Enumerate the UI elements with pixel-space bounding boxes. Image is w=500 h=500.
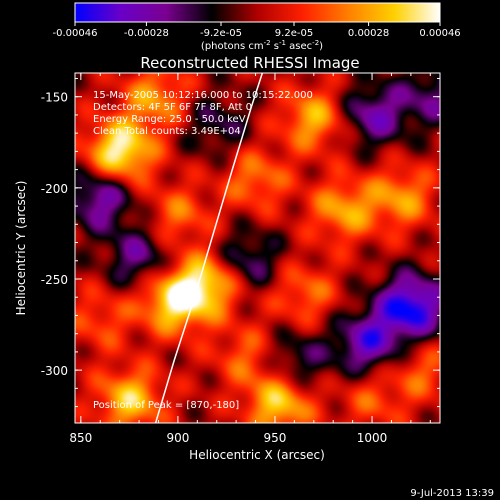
chart-title: Reconstructed RHESSI Image (140, 54, 359, 72)
colorbar-units: (photons cm-2 s-1 asec-2) (201, 39, 323, 52)
solar-limb-curve (154, 73, 264, 423)
heatmap-image (75, 73, 440, 423)
y-tick-label: -250 (41, 273, 68, 287)
x-tick-label: 1000 (357, 431, 388, 445)
x-tick-label: 950 (264, 431, 287, 445)
heatmap-image-holder (75, 73, 440, 423)
y-tick-label: -200 (41, 182, 68, 196)
annotation-peak: Position of Peak = [870,-180] (93, 400, 239, 411)
x-axis-ticks: 850 900 950 1000 (69, 73, 431, 445)
footer-date: 9-Jul-2013 13:39 (410, 488, 494, 499)
x-tick-label: 900 (166, 431, 189, 445)
colorbar (74, 2, 441, 23)
colorbar-tick-label: -9.2e-05 (200, 28, 242, 39)
plot-frame (74, 72, 441, 424)
annotations: 15-May-2005 10:12:16.000 to 10:15:22.000… (93, 90, 313, 411)
annotation-detectors: Detectors: 4F 5F 6F 7F 8F, Att 0 (93, 102, 252, 113)
annotation-time-range: 15-May-2005 10:12:16.000 to 10:15:22.000 (93, 90, 313, 101)
y-tick-label: -300 (41, 364, 68, 378)
y-axis-ticks: -150 -200 -250 -300 (41, 77, 440, 408)
y-tick-label: -150 (41, 91, 68, 105)
colorbar-tick-label: 9.2e-05 (275, 28, 313, 39)
colorbar-tick-label: -0.00046 (53, 28, 98, 39)
annotation-energy: Energy Range: 25.0 - 50.0 keV (93, 114, 246, 125)
x-tick-label: 850 (69, 431, 92, 445)
x-axis-label: Heliocentric X (arcsec) (189, 448, 325, 462)
y-axis-label: Heliocentric Y (arcsec) (14, 181, 28, 316)
annotation-clean: Clean Total counts: 3.49E+04 (93, 126, 241, 137)
colorbar-ticks: -0.00046 -0.00028 -9.2e-05 9.2e-05 0.00028 0.… (53, 22, 461, 39)
colorbar-tick-label: 0.00028 (348, 28, 389, 39)
colorbar-tick-label: 0.00046 (419, 28, 460, 39)
colorbar-tick-label: -0.00028 (124, 28, 169, 39)
